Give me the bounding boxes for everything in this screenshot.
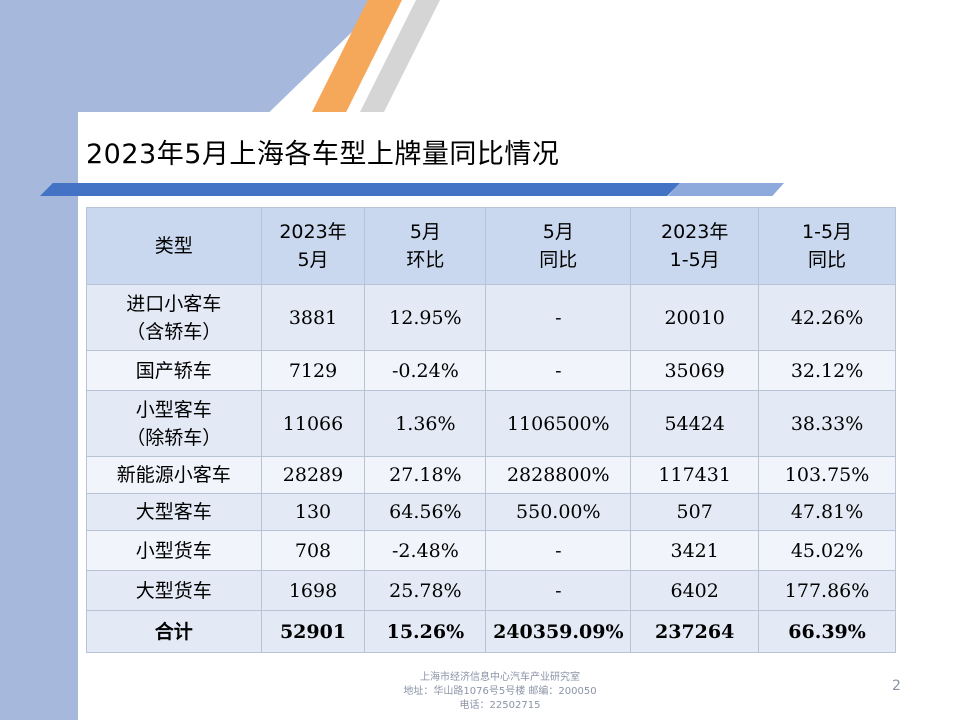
slide-title: 2023年5月上海各车型上牌量同比情况 [86,139,560,170]
table-row: 小型客车 （除轿车） 11066 1.36% 1106500% 54424 38.… [86,390,896,457]
page-number: 2 [892,678,901,694]
footer-organization: 上海市经济信息中心汽车产业研究室 [420,672,580,683]
header-type: 类型 [86,207,262,285]
header-ytd-2023: 2023年 1-5月 [630,207,760,285]
table-row: 进口小客车 （含轿车） 3881 12.95% - 20010 42.26% [86,284,896,351]
table-header-row: 类型 2023年 5月 5月 环比 5月 同比 2023年 1-5月 1-5月 同比 [86,207,896,285]
header-ytd-yoy: 1-5月 同比 [758,207,896,285]
table-row: 国产轿车 7129 -0.24% - 35069 32.12% [86,350,896,391]
table-row: 大型货车 1698 25.78% - 6402 177.86% [86,570,896,611]
table-total-row: 合计 52901 15.26% 240359.09% 237264 66.39% [86,610,896,653]
footer-phone: 电话：22502715 [459,700,541,711]
title-underline-accent [668,183,784,196]
header-may-yoy: 5月 同比 [485,207,632,285]
background-left-panel [0,0,78,720]
slide-footer: 上海市经济信息中心汽车产业研究室 地址：华山路1076号5号楼 邮编：20005… [330,671,670,713]
footer-address: 地址：华山路1076号5号楼 邮编：200050 [403,686,597,697]
registration-table: 类型 2023年 5月 5月 环比 5月 同比 2023年 1-5月 1-5月 同比 进口… [86,207,896,653]
header-may-mom: 5月 环比 [364,207,487,285]
table-row: 新能源小客车 28289 27.18% 2828800% 117431 103.… [86,456,896,494]
header-may-2023: 2023年 5月 [260,207,366,285]
title-underline-bar [40,183,680,196]
table-row: 大型客车 130 64.56% 550.00% 507 47.81% [86,493,896,531]
table-row: 小型货车 708 -2.48% - 3421 45.02% [86,530,896,571]
